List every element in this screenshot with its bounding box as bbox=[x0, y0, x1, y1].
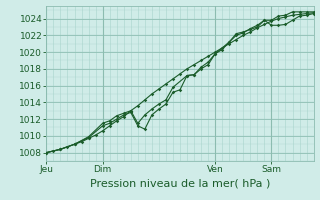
X-axis label: Pression niveau de la mer( hPa ): Pression niveau de la mer( hPa ) bbox=[90, 178, 270, 188]
